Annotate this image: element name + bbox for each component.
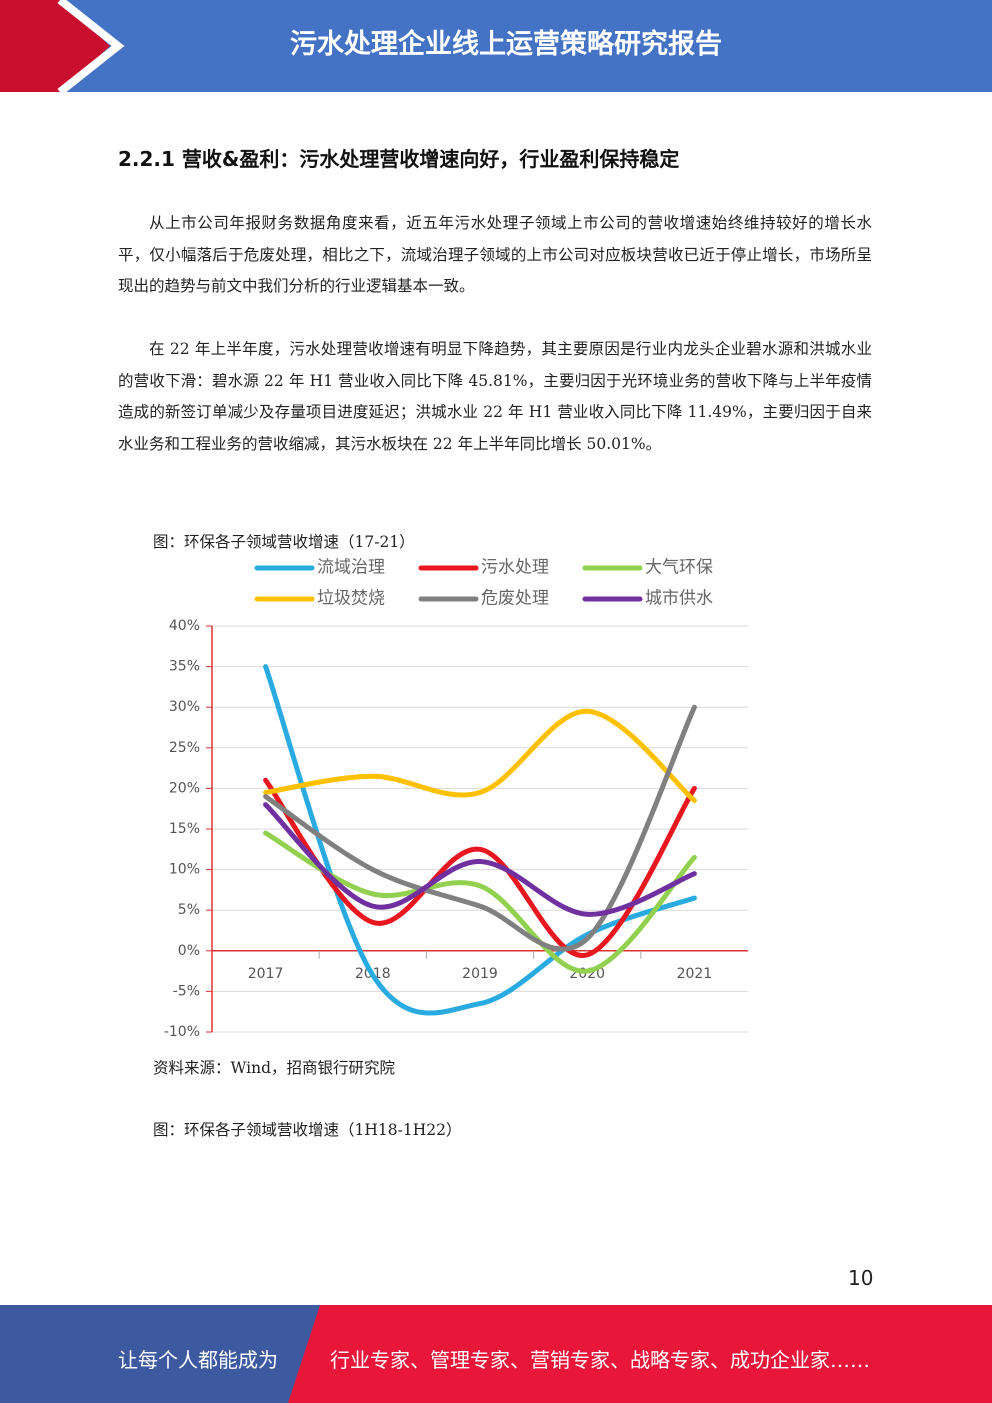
legend-label: 污水处理 [481,558,549,578]
footer-bar [0,1305,992,1403]
x-tick-label: 2017 [248,966,284,982]
series-line [263,664,697,1016]
series-line [263,704,697,952]
legend-label: 城市供水 [645,589,713,609]
legend-label: 危废处理 [481,589,549,609]
section-heading: 2.2.1 营收&盈利：污水处理营收增速向好，行业盈利保持稳定 [118,147,680,171]
header-bar [0,0,992,92]
y-tick-label: 40% [169,618,200,634]
y-tick-label: 20% [169,780,200,796]
x-tick-label: 2021 [677,966,713,982]
footer-slogan: 行业专家、管理专家、营销专家、战略专家、成功企业家…… [330,1348,870,1372]
series-line [263,708,697,804]
series-line [263,802,697,917]
y-tick-label: -10% [164,1024,200,1040]
x-tick-label: 2019 [462,966,498,982]
legend-label: 流域治理 [317,558,385,578]
y-tick-label: 0% [178,943,200,959]
chart: -10%-5%0%5%10%15%20%25%30%35%40%2017 2018… [164,558,748,1040]
paragraph: 从上市公司年报财务数据角度来看，近五年污水处理子领域上市公司的营收增速始终维持较… [118,214,872,295]
series-line [263,777,697,958]
y-tick-label: 5% [178,902,200,918]
footer-lead: 让每个人都能成为 [118,1348,278,1372]
figure-caption: 图：环保各子领域营收增速（1H18-1H22） [153,1121,462,1139]
y-tick-label: 35% [169,659,200,675]
y-tick-label: -5% [173,983,200,999]
page-number: 10 [848,1266,874,1290]
y-tick-label: 30% [169,699,200,715]
paragraph: 在 22 年上半年度，污水处理营收增速有明显下降趋势，其主要原因是行业内龙头企业… [118,340,872,453]
y-tick-label: 25% [169,740,200,756]
figure-source: 资料来源：Wind，招商银行研究院 [153,1059,396,1077]
figure-caption: 图：环保各子领域营收增速（17-21） [153,533,415,551]
legend-label: 大气环保 [645,558,713,578]
y-tick-label: 10% [169,862,200,878]
legend-label: 垃圾焚烧 [317,589,385,609]
y-tick-label: 15% [169,821,200,837]
header-title: 污水处理企业线上运营策略研究报告 [290,29,722,60]
series-line [263,830,697,974]
